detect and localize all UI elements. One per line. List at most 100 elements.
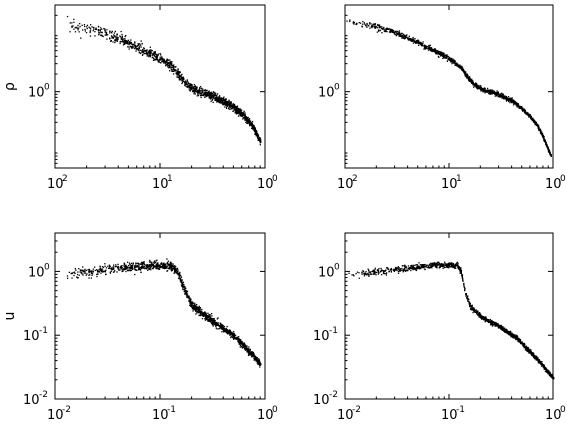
data-point [545, 143, 547, 145]
data-point [171, 66, 173, 69]
data-point [129, 42, 131, 44]
data-point [151, 56, 153, 59]
data-point [214, 322, 216, 324]
data-point [184, 84, 186, 87]
data-point [178, 76, 181, 79]
data-point [253, 359, 255, 361]
data-point [105, 33, 108, 35]
data-point [152, 263, 154, 266]
data-point [123, 269, 125, 271]
data-point [191, 301, 194, 303]
data-point [114, 41, 116, 44]
data-point [220, 98, 222, 100]
data-point [114, 36, 116, 38]
data-point [447, 58, 449, 61]
data-point [140, 40, 142, 42]
data-point [442, 263, 444, 265]
data-point [248, 352, 250, 354]
data-point [188, 297, 190, 299]
data-point [218, 325, 220, 327]
data-point [391, 31, 394, 33]
data-point [231, 332, 234, 334]
data-point [141, 267, 143, 269]
data-point [247, 119, 250, 121]
data-point [209, 97, 211, 99]
data-point [123, 42, 125, 44]
data-point [99, 29, 101, 31]
data-point [100, 268, 102, 271]
data-point [458, 64, 460, 66]
data-point [86, 26, 88, 28]
data-point [219, 101, 222, 103]
data-point [502, 94, 504, 96]
data-point [138, 264, 140, 266]
data-point [125, 266, 127, 269]
data-point [513, 100, 515, 102]
data-point [141, 51, 143, 53]
data-point [187, 81, 189, 83]
data-point [188, 82, 190, 85]
data-point [204, 93, 206, 96]
data-point [132, 267, 134, 269]
data-point [451, 60, 453, 62]
data-point [170, 265, 172, 267]
data-point [214, 92, 216, 94]
data-point [470, 308, 472, 311]
data-point [515, 101, 517, 103]
data-point [166, 64, 168, 66]
data-point [240, 344, 242, 347]
data-point [475, 85, 478, 88]
data-point [164, 267, 166, 270]
data-point [375, 26, 377, 28]
data-point [425, 46, 428, 48]
data-point [412, 42, 415, 44]
data-point [230, 105, 233, 107]
data-point [211, 318, 213, 320]
data-point [453, 62, 455, 64]
data-point [130, 268, 132, 270]
data-point [453, 59, 455, 61]
data-point [145, 266, 147, 268]
data-point [220, 326, 223, 329]
data-point [201, 94, 203, 97]
data-point [150, 51, 152, 53]
data-point [442, 57, 444, 60]
data-point [120, 37, 123, 39]
data-point [142, 53, 144, 56]
data-point [237, 108, 239, 110]
data-point [179, 271, 181, 274]
data-point [441, 54, 444, 56]
data-point [540, 131, 542, 133]
data-point [217, 97, 220, 99]
data-point [173, 64, 175, 66]
data-point [90, 272, 93, 274]
data-point [195, 89, 197, 91]
data-point [120, 38, 122, 40]
data-point [143, 263, 145, 265]
data-point [203, 313, 205, 315]
data-point [478, 85, 480, 87]
data-point [73, 18, 75, 21]
data-point [541, 361, 543, 363]
data-point [139, 266, 142, 269]
data-point [232, 106, 234, 109]
data-point [197, 94, 200, 97]
data-point [474, 85, 476, 87]
data-point [388, 27, 390, 30]
data-point [183, 284, 185, 286]
data-point [109, 30, 111, 33]
data-point [184, 287, 186, 289]
data-point [161, 262, 163, 264]
data-point [166, 261, 169, 264]
data-point [168, 62, 170, 64]
data-point [546, 145, 548, 148]
data-point [230, 333, 232, 335]
data-point [401, 265, 404, 267]
data-point [112, 36, 114, 38]
data-point [241, 341, 243, 343]
y-tick-label: 10 [28, 86, 45, 101]
data-point [236, 112, 238, 114]
data-point [412, 269, 414, 271]
data-point [180, 75, 182, 77]
data-point [397, 272, 400, 274]
